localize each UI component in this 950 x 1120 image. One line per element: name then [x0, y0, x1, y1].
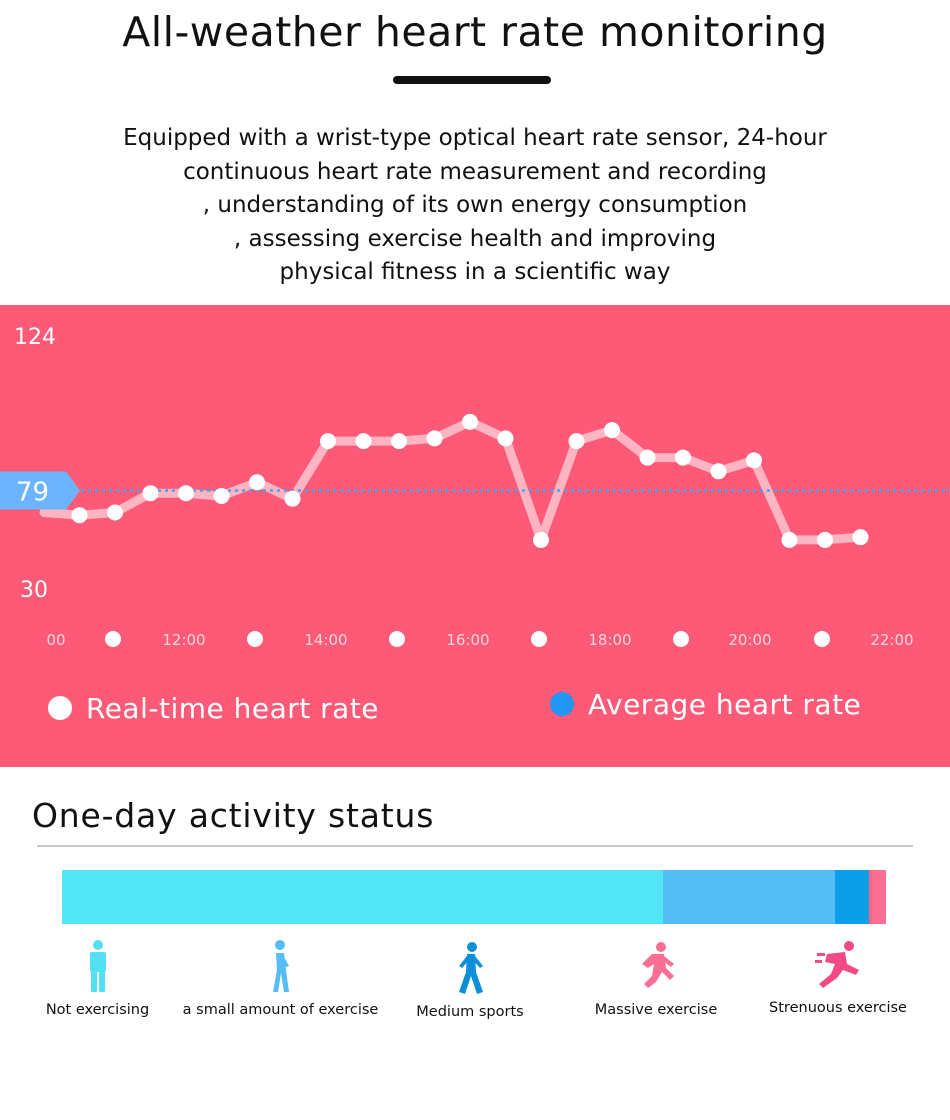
sprinting-person-icon	[815, 941, 859, 988]
x-tick-label: 18:00	[588, 631, 631, 649]
activity-label: Medium sports	[416, 1004, 524, 1020]
heart-rate-point	[391, 433, 407, 450]
x-tick-label: 14:00	[304, 631, 347, 649]
legend-average: Average heart rate	[550, 684, 861, 724]
heart-rate-point	[604, 422, 620, 439]
intro-line: , assessing exercise health and improvin…	[233, 225, 717, 252]
legend-realtime-label: Real-time heart rate	[86, 691, 380, 725]
heart-rate-point	[533, 531, 549, 548]
activity-legend-massive-exercise: Massive exercise	[590, 942, 722, 1018]
activity-legend-strenuous-exercise: Strenuous exercise	[764, 940, 912, 1016]
heart-rate-point	[142, 485, 159, 502]
activity-bar-segment	[662, 870, 835, 924]
average-value-label: 79	[16, 478, 49, 508]
x-axis-dot	[814, 631, 830, 647]
activity-stacked-bar	[62, 870, 886, 924]
average-value-tag	[0, 471, 80, 510]
x-axis-dot	[247, 631, 263, 647]
legend-average-label: Average heart rate	[588, 687, 862, 721]
heart-rate-point	[710, 463, 727, 480]
legend-realtime: Real-time heart rate	[48, 688, 379, 728]
x-axis-dot	[531, 631, 547, 647]
walking-person-icon	[272, 940, 289, 992]
activity-bar-segment	[868, 870, 872, 924]
heart-rate-point	[284, 490, 301, 507]
intro-line: , understanding of its own energy consum…	[202, 192, 748, 218]
x-axis-dot	[673, 631, 689, 647]
standing-person-icon	[89, 940, 106, 992]
activity-bar-segment	[871, 870, 886, 924]
title-underline	[393, 76, 551, 84]
activity-label: Not exercising	[45, 1002, 150, 1018]
activity-bar-segment	[62, 870, 663, 924]
heart-rate-point	[320, 433, 336, 450]
x-axis-dot	[389, 631, 405, 647]
realtime-series-line	[39, 417, 865, 545]
realtime-dot-icon	[48, 696, 72, 720]
intro-line: physical fitness in a scientific way	[279, 259, 671, 285]
heart-rate-point	[568, 433, 585, 450]
heart-rate-chart-panel: 124 30 79 00 12:00 14:00 16:00 18:00 20:00 22:00 …	[0, 305, 950, 767]
activity-legend-not-exercising: Not exercising	[40, 940, 155, 1018]
heart-rate-point	[746, 452, 762, 469]
average-dot-icon	[550, 692, 574, 716]
section-divider	[37, 845, 913, 847]
brisk-walking-person-icon	[459, 942, 483, 994]
heart-rate-point	[355, 433, 372, 450]
x-tick-label: 22:00	[870, 631, 913, 649]
heart-rate-point	[249, 474, 265, 491]
activity-label: Strenuous exercise	[769, 1000, 907, 1016]
y-tick-label: 30	[20, 578, 48, 603]
heart-rate-point	[178, 485, 194, 502]
page-title: All-weather heart rate monitoring	[122, 8, 828, 56]
x-tick-label: 16:00	[446, 631, 489, 649]
activity-legend-small-exercise: a small amount of exercise	[178, 940, 383, 1018]
x-tick-label: 12:00	[162, 631, 205, 649]
activity-label: a small amount of exercise	[182, 1002, 379, 1018]
x-axis-dot	[105, 631, 121, 647]
activity-legend-medium-sports: Medium sports	[410, 942, 530, 1020]
heart-rate-point	[781, 531, 798, 548]
heart-rate-point	[817, 531, 833, 548]
heart-rate-point	[71, 507, 88, 524]
running-person-icon	[642, 942, 674, 988]
activity-label: Massive exercise	[594, 1002, 718, 1018]
x-tick-label: 20:00	[728, 631, 771, 649]
intro-line: continuous heart rate measurement and re…	[183, 158, 767, 185]
x-tick-label: 00	[46, 631, 65, 649]
heart-rate-point	[107, 504, 123, 521]
heart-rate-point	[426, 430, 443, 447]
intro-description: Equipped with a wrist-type optical heart…	[75, 122, 875, 290]
y-tick-label: 124	[14, 325, 56, 350]
activity-section-title: One-day activity status	[32, 796, 435, 835]
activity-bar-segment	[834, 870, 869, 924]
heart-rate-point	[497, 430, 514, 447]
heart-rate-point	[639, 449, 656, 466]
heart-rate-chart: 124 30 79 00 12:00 14:00 16:00 18:00 20:00 22:00	[0, 325, 950, 649]
heart-rate-point	[213, 488, 230, 504]
heart-rate-point	[852, 529, 869, 546]
heart-rate-point	[462, 413, 478, 430]
heart-rate-point	[675, 449, 691, 466]
intro-line: Equipped with a wrist-type optical heart…	[123, 125, 827, 151]
